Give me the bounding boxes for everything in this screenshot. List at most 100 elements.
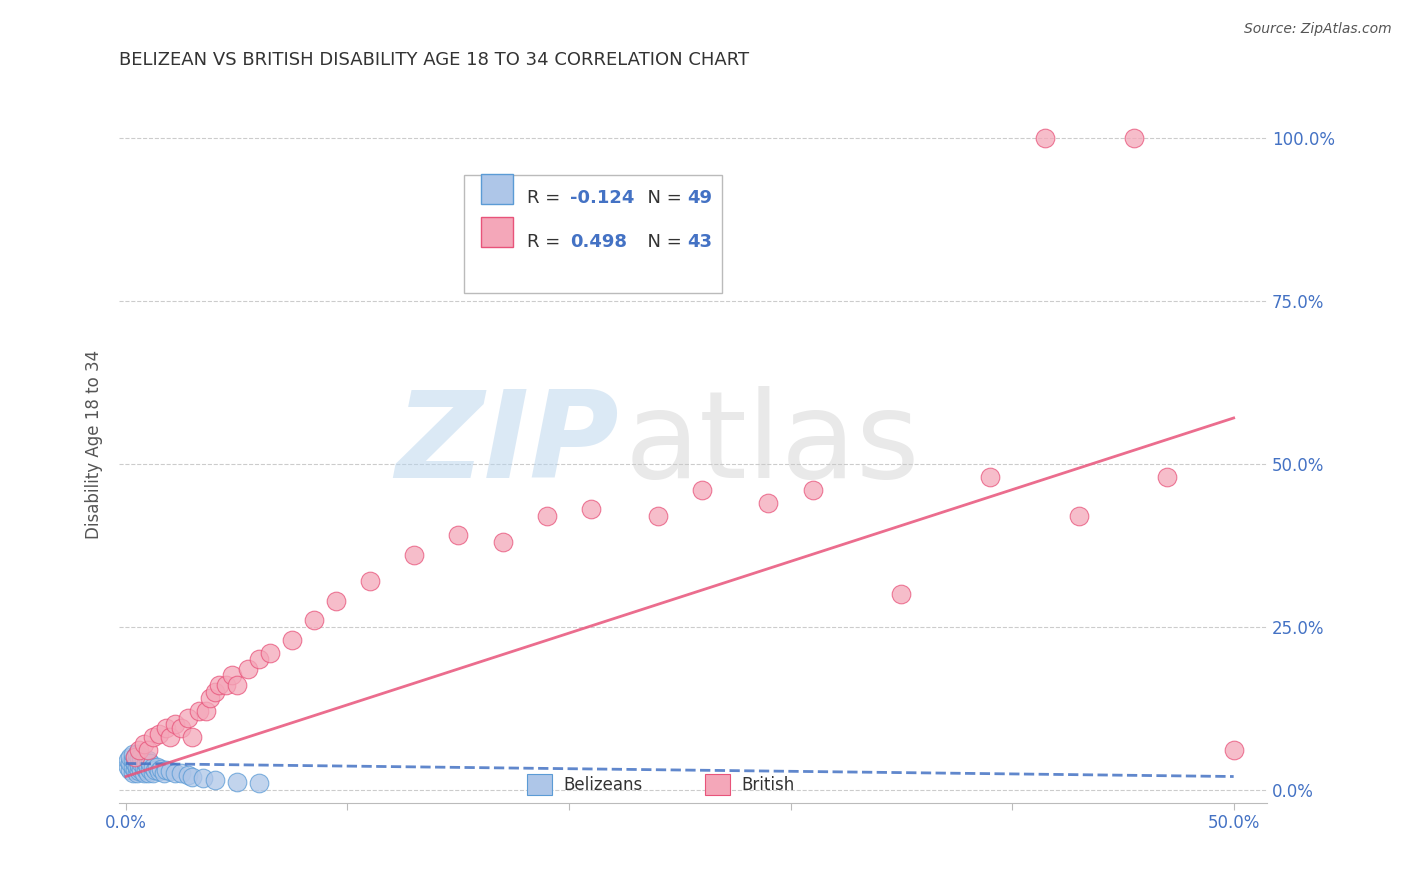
Point <box>136 743 159 757</box>
Point <box>198 691 221 706</box>
Point <box>131 750 153 764</box>
Point <box>139 763 162 777</box>
Text: N =: N = <box>636 189 688 208</box>
Point <box>124 750 146 764</box>
Point <box>402 548 425 562</box>
Point <box>281 632 304 647</box>
Text: BELIZEAN VS BRITISH DISABILITY AGE 18 TO 34 CORRELATION CHART: BELIZEAN VS BRITISH DISABILITY AGE 18 TO… <box>120 51 749 69</box>
Point <box>163 766 186 780</box>
Point <box>801 483 824 497</box>
Point <box>155 763 177 777</box>
Point <box>125 760 148 774</box>
Point <box>758 496 780 510</box>
Point <box>141 766 163 780</box>
Point <box>1156 469 1178 483</box>
Point <box>247 776 270 790</box>
Point <box>491 534 513 549</box>
Text: 0.498: 0.498 <box>571 233 627 251</box>
Point <box>647 508 669 523</box>
Point <box>135 763 157 777</box>
Point <box>131 763 153 777</box>
Point <box>132 766 155 780</box>
Point <box>177 711 200 725</box>
Point <box>188 704 211 718</box>
Point <box>141 731 163 745</box>
Point <box>150 762 173 776</box>
Text: -0.124: -0.124 <box>571 189 634 208</box>
Point <box>181 731 204 745</box>
Point <box>146 760 169 774</box>
Point <box>136 760 159 774</box>
Point <box>121 760 143 774</box>
Point <box>225 678 247 692</box>
Point <box>221 668 243 682</box>
Point <box>148 727 170 741</box>
Point <box>117 760 139 774</box>
Point <box>1123 130 1146 145</box>
Point <box>225 774 247 789</box>
Point <box>124 756 146 771</box>
Point <box>139 756 162 771</box>
Text: atlas: atlas <box>624 385 920 502</box>
Point <box>120 750 142 764</box>
Point <box>170 766 193 780</box>
Point <box>131 756 153 771</box>
Point <box>159 764 181 779</box>
Point <box>132 737 155 751</box>
Point <box>128 757 150 772</box>
Point <box>193 771 215 785</box>
Point <box>128 764 150 779</box>
Point <box>125 747 148 761</box>
FancyBboxPatch shape <box>481 174 513 204</box>
Point <box>177 768 200 782</box>
Point <box>170 721 193 735</box>
Point <box>690 483 713 497</box>
Point <box>136 766 159 780</box>
Point <box>132 760 155 774</box>
Text: N =: N = <box>636 233 688 251</box>
Text: R =: R = <box>527 233 565 251</box>
Point <box>359 574 381 588</box>
FancyBboxPatch shape <box>464 175 721 293</box>
Point <box>125 753 148 767</box>
Point <box>125 766 148 780</box>
Point <box>1222 743 1244 757</box>
Text: 43: 43 <box>688 233 713 251</box>
Point <box>132 753 155 767</box>
FancyBboxPatch shape <box>481 217 513 247</box>
Point <box>120 756 142 771</box>
Point <box>135 756 157 771</box>
Point <box>1033 130 1056 145</box>
Text: Belizeans: Belizeans <box>564 776 643 794</box>
Point <box>208 678 231 692</box>
Point <box>302 613 325 627</box>
Point <box>148 764 170 779</box>
Point <box>152 766 174 780</box>
Point <box>325 593 347 607</box>
Point <box>120 763 142 777</box>
Point <box>1067 508 1090 523</box>
Point <box>214 678 236 692</box>
Point <box>204 772 226 787</box>
Point <box>204 685 226 699</box>
Point <box>124 763 146 777</box>
Point <box>121 766 143 780</box>
Text: 49: 49 <box>688 189 713 208</box>
Point <box>155 721 177 735</box>
Point <box>579 502 602 516</box>
Text: British: British <box>741 776 794 794</box>
Point <box>141 760 163 774</box>
Point <box>447 528 470 542</box>
Point <box>236 662 259 676</box>
Point <box>536 508 558 523</box>
Point <box>181 770 204 784</box>
Point <box>136 753 159 767</box>
Point <box>259 646 281 660</box>
FancyBboxPatch shape <box>704 774 730 796</box>
Text: ZIP: ZIP <box>395 385 619 502</box>
Point <box>247 652 270 666</box>
Y-axis label: Disability Age 18 to 34: Disability Age 18 to 34 <box>86 350 103 539</box>
Point <box>121 747 143 761</box>
Point <box>128 751 150 765</box>
FancyBboxPatch shape <box>527 774 553 796</box>
